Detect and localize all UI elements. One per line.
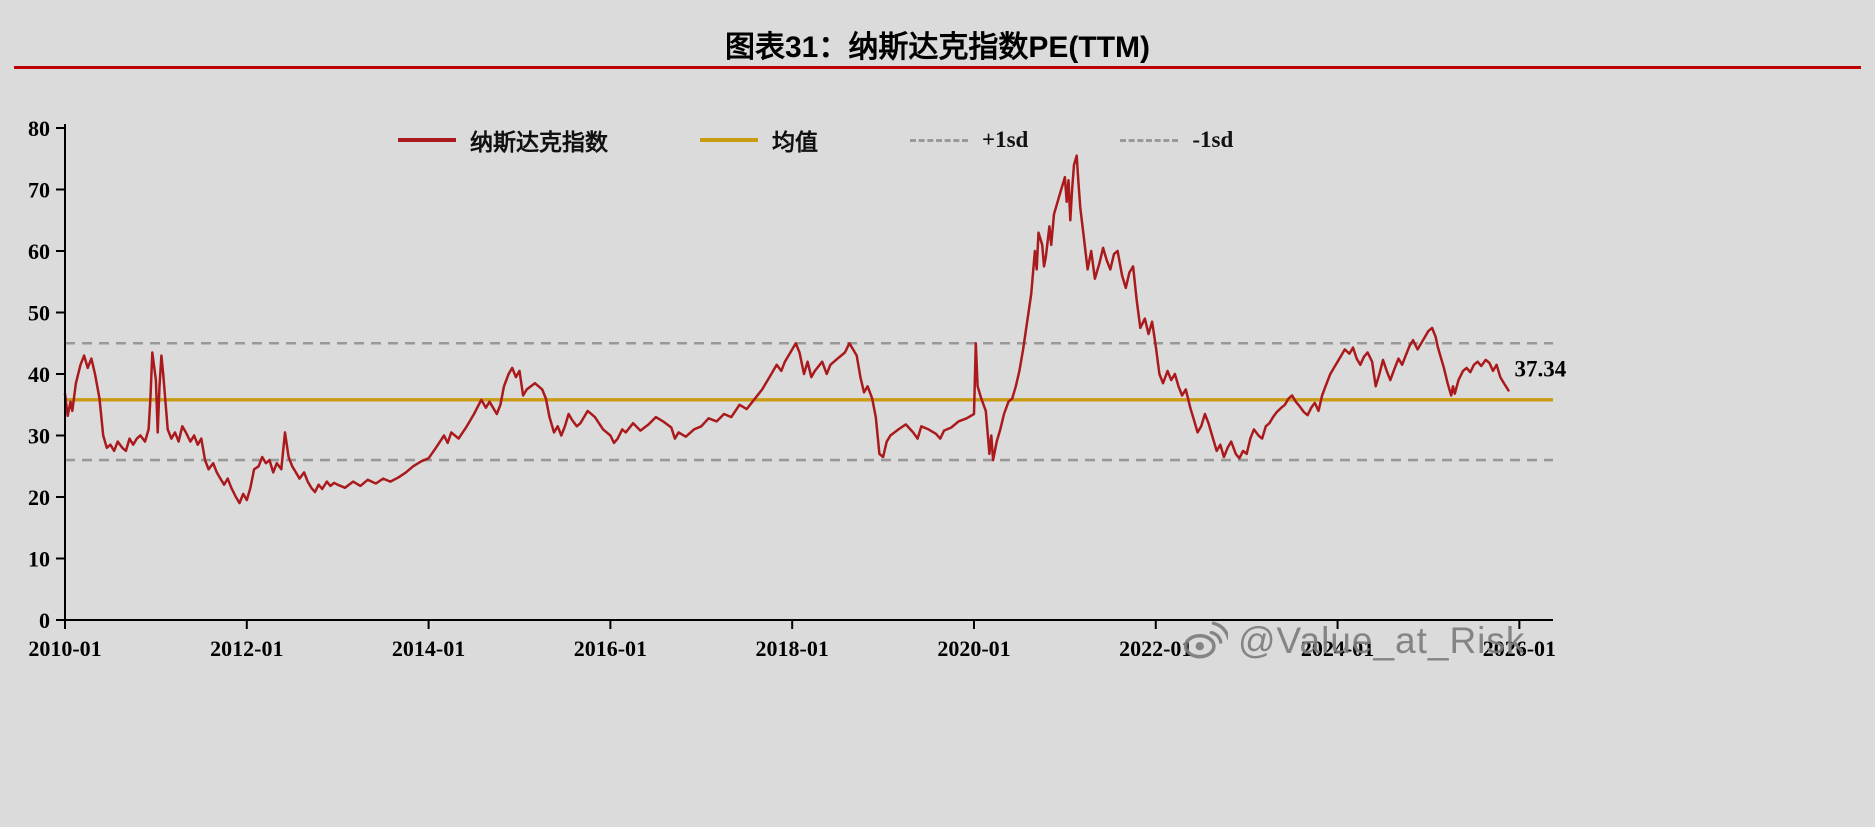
watermark-text: @Value_at_Risk <box>1238 620 1526 661</box>
x-tick-label: 2026-01 <box>1483 636 1556 661</box>
legend-item-minus1sd: -1sd <box>1120 127 1233 153</box>
x-tick-label: 2022-01 <box>1119 636 1192 661</box>
legend-label-mean: 均值 <box>772 130 818 155</box>
legend-line-swatch-plus1sd <box>910 138 968 142</box>
y-tick-label: 10 <box>28 547 50 572</box>
legend-line-swatch-mean <box>700 138 758 142</box>
chart-legend: 纳斯达克指数 均值 +1sd -1sd <box>398 123 1233 157</box>
y-tick-label: 0 <box>39 608 50 633</box>
legend-line-swatch-nasdaq <box>398 138 456 142</box>
y-tick-label: 30 <box>28 424 50 449</box>
y-tick-label: 20 <box>28 485 50 510</box>
legend-item-mean: 均值 <box>700 123 818 157</box>
x-tick-label: 2010-01 <box>28 636 101 661</box>
y-tick-label: 60 <box>28 239 50 264</box>
y-tick-label: 70 <box>28 178 50 203</box>
legend-label-nasdaq: 纳斯达克指数 <box>470 130 608 155</box>
x-tick-label: 2024-01 <box>1301 636 1374 661</box>
x-tick-label: 2018-01 <box>756 636 829 661</box>
y-tick-label: 40 <box>28 362 50 387</box>
pe-series-line <box>63 154 1510 505</box>
y-tick-label: 80 <box>28 116 50 141</box>
legend-line-swatch-minus1sd <box>1120 138 1179 142</box>
legend-item-plus1sd: +1sd <box>910 127 1028 153</box>
x-tick-label: 2014-01 <box>392 636 465 661</box>
x-tick-label: 2020-01 <box>937 636 1010 661</box>
last-value-label: 37.34 <box>1514 356 1566 381</box>
title-rule <box>14 66 1861 69</box>
watermark: @Value_at_Risk <box>1182 618 1525 664</box>
legend-item-nasdaq: 纳斯达克指数 <box>398 123 608 157</box>
x-tick-label: 2016-01 <box>574 636 647 661</box>
y-tick-label: 50 <box>28 301 50 326</box>
legend-label-plus1sd: +1sd <box>982 127 1029 152</box>
page-title: 图表31：纳斯达克指数PE(TTM) <box>724 31 1150 64</box>
legend-label-minus1sd: -1sd <box>1192 127 1234 152</box>
weibo-icon <box>1183 621 1228 659</box>
x-tick-label: 2012-01 <box>210 636 283 661</box>
